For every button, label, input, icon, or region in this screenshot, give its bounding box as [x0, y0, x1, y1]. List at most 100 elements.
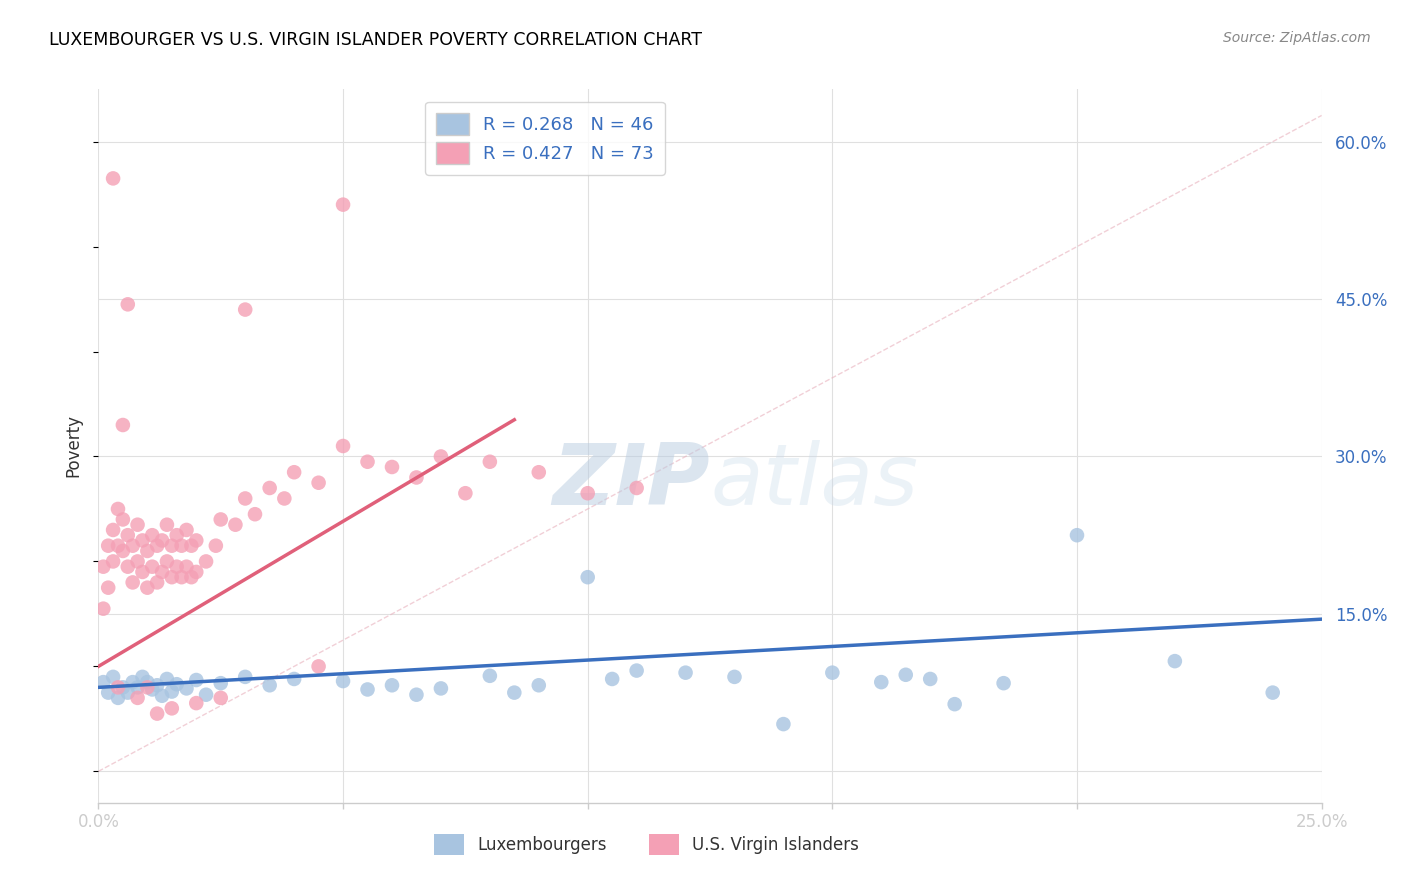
Point	[170, 539, 193, 553]
Point	[186, 673, 208, 687]
Legend: Luxembourgers, U.S. Virgin Islanders: Luxembourgers, U.S. Virgin Islanders	[427, 828, 866, 862]
Point	[195, 554, 218, 568]
Point	[107, 539, 129, 553]
Point	[121, 539, 143, 553]
Point	[626, 664, 648, 678]
Point	[186, 565, 208, 579]
Y-axis label: Poverty: Poverty	[65, 415, 83, 477]
Point	[600, 672, 623, 686]
Point	[127, 681, 149, 695]
Point	[381, 678, 404, 692]
Point	[91, 559, 114, 574]
Point	[478, 455, 501, 469]
Text: LUXEMBOURGER VS U.S. VIRGIN ISLANDER POVERTY CORRELATION CHART: LUXEMBOURGER VS U.S. VIRGIN ISLANDER POV…	[49, 31, 702, 49]
Point	[156, 517, 179, 532]
Point	[146, 678, 169, 692]
Point	[356, 455, 378, 469]
Point	[107, 502, 129, 516]
Point	[356, 682, 378, 697]
Point	[332, 674, 354, 689]
Point	[430, 681, 453, 696]
Point	[675, 665, 697, 680]
Point	[180, 539, 202, 553]
Point	[121, 575, 143, 590]
Point	[209, 690, 232, 705]
Point	[160, 701, 183, 715]
Point	[166, 528, 188, 542]
Point	[101, 171, 124, 186]
Point	[259, 678, 281, 692]
Point	[180, 570, 202, 584]
Legend: R = 0.268   N = 46, R = 0.427   N = 73: R = 0.268 N = 46, R = 0.427 N = 73	[425, 102, 665, 175]
Point	[156, 554, 179, 568]
Point	[405, 470, 427, 484]
Point	[121, 675, 143, 690]
Point	[166, 559, 188, 574]
Point	[131, 533, 153, 548]
Point	[150, 533, 173, 548]
Point	[243, 507, 266, 521]
Point	[97, 539, 120, 553]
Point	[117, 559, 139, 574]
Point	[195, 688, 218, 702]
Point	[224, 517, 246, 532]
Point	[503, 685, 526, 699]
Point	[91, 601, 114, 615]
Point	[308, 659, 330, 673]
Point	[405, 688, 427, 702]
Point	[723, 670, 745, 684]
Point	[332, 439, 354, 453]
Point	[117, 297, 139, 311]
Point	[97, 581, 120, 595]
Point	[186, 696, 208, 710]
Point	[205, 539, 228, 553]
Point	[111, 681, 134, 695]
Point	[233, 491, 256, 506]
Point	[176, 523, 198, 537]
Point	[1066, 528, 1088, 542]
Point	[176, 681, 198, 696]
Point	[527, 465, 550, 479]
Point	[107, 690, 129, 705]
Point	[273, 491, 295, 506]
Point	[146, 575, 169, 590]
Point	[166, 677, 188, 691]
Point	[626, 481, 648, 495]
Point	[91, 675, 114, 690]
Point	[821, 665, 844, 680]
Point	[111, 417, 134, 432]
Point	[131, 565, 153, 579]
Point	[127, 690, 149, 705]
Point	[478, 669, 501, 683]
Point	[259, 481, 281, 495]
Point	[150, 689, 173, 703]
Point	[160, 684, 183, 698]
Point	[101, 554, 124, 568]
Point	[1164, 654, 1187, 668]
Point	[308, 475, 330, 490]
Point	[870, 675, 893, 690]
Point	[141, 559, 163, 574]
Point	[894, 667, 917, 681]
Point	[943, 697, 966, 711]
Point	[117, 685, 139, 699]
Point	[136, 544, 159, 558]
Point	[381, 460, 404, 475]
Point	[1261, 685, 1284, 699]
Point	[332, 197, 354, 211]
Point	[127, 517, 149, 532]
Point	[136, 681, 159, 695]
Point	[136, 581, 159, 595]
Point	[160, 570, 183, 584]
Point	[576, 486, 599, 500]
Point	[160, 539, 183, 553]
Text: ZIP: ZIP	[553, 440, 710, 524]
Point	[233, 302, 256, 317]
Point	[170, 570, 193, 584]
Point	[141, 528, 163, 542]
Point	[283, 465, 305, 479]
Point	[117, 528, 139, 542]
Point	[101, 523, 124, 537]
Point	[141, 682, 163, 697]
Point	[993, 676, 1015, 690]
